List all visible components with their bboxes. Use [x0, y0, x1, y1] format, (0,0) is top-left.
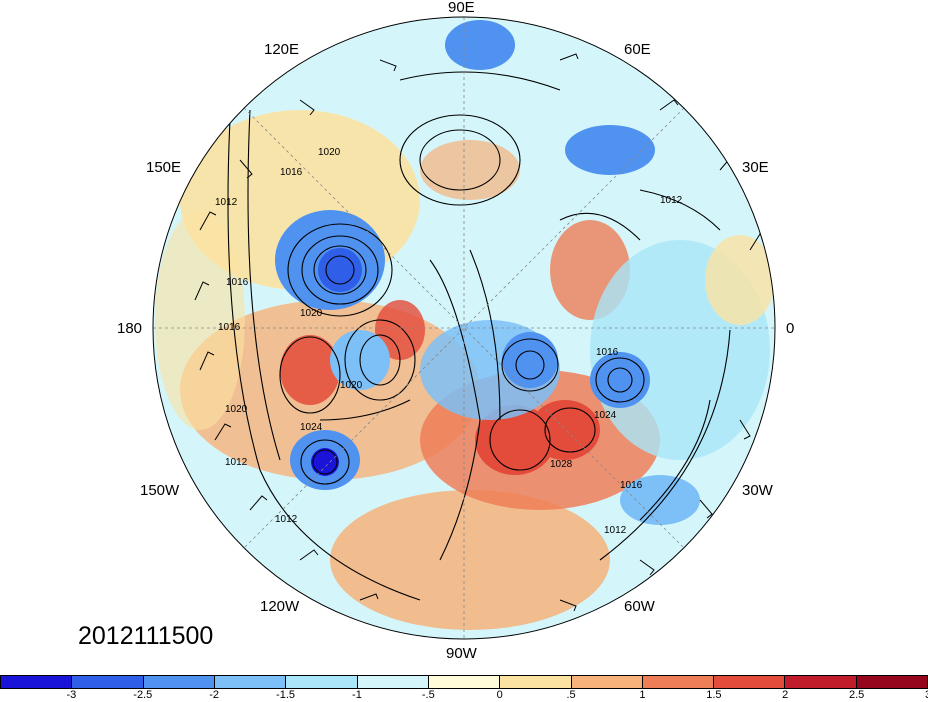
contour-label: 1016 — [620, 480, 643, 491]
longitude-label-120e: 120E — [264, 41, 300, 58]
colorbar-cell — [214, 676, 287, 688]
colorbar-tick-label: -2.5 — [133, 689, 153, 701]
colorbar-tick-label: -3 — [66, 689, 77, 701]
longitude-label-30e: 30E — [742, 159, 769, 176]
colorbar-cell — [642, 676, 715, 688]
date-stamp: 2012111500 — [78, 622, 214, 650]
colorbar-cell — [286, 676, 358, 688]
colorbar-tick-label: -.5 — [421, 689, 435, 701]
colorbar-tick-label: 1 — [639, 689, 646, 701]
colorbar-cell — [856, 676, 928, 688]
colorbar-cell — [785, 676, 857, 688]
longitude-label-0: 0 — [786, 320, 795, 337]
colorbar-tick-label: -1.5 — [276, 689, 296, 701]
contour-label: 1016 — [280, 167, 303, 178]
polar-stereographic-map: 1020 1016 1012 1016 1016 1020 1020 1020 … — [152, 16, 776, 640]
longitude-label-90w: 90W — [446, 645, 477, 662]
longitude-label-60e: 60E — [624, 41, 651, 58]
colorbar-tick-label: 2.5 — [848, 689, 865, 701]
graticule — [153, 17, 775, 639]
colorbar-cell — [500, 676, 572, 688]
longitude-label-180: 180 — [117, 320, 143, 337]
longitude-label-120w: 120W — [260, 598, 300, 615]
map-boundary — [152, 16, 776, 640]
longitude-label-60w: 60W — [624, 598, 655, 615]
colorbar-tick-label: 2 — [782, 689, 789, 701]
colorbar-cell — [72, 676, 144, 688]
contour-label: 1012 — [660, 195, 683, 206]
contour-label: 1016 — [218, 322, 241, 333]
contour-label: 1020 — [340, 380, 363, 391]
colorbar-tick-label: 1.5 — [706, 689, 722, 701]
colorbar-tick-label: -2 — [209, 689, 220, 701]
contour-label: 1024 — [300, 422, 323, 433]
longitude-label-150w: 150W — [140, 482, 180, 499]
contour-label: 1020 — [225, 404, 248, 415]
contour-label: 1012 — [225, 457, 248, 468]
colorbar-cell — [1, 676, 73, 688]
colorbar-tick-label: 0 — [496, 689, 503, 701]
colorbar-cell — [428, 676, 501, 688]
contour-labels: 1020 1016 1012 1016 1016 1020 1020 1020 … — [215, 147, 683, 536]
contour-label: 1012 — [215, 197, 238, 208]
contour-label: 1016 — [596, 347, 619, 358]
isobar-contours — [227, 71, 731, 601]
longitude-label-90e: 90E — [448, 0, 475, 16]
colorbar-cell — [714, 676, 786, 688]
colorbar-cell — [143, 676, 215, 688]
contour-label: 1016 — [226, 277, 249, 288]
colorbar-tick-label: .5 — [566, 689, 576, 701]
colorbar-cell — [357, 676, 429, 688]
colorbar-tick-label: -1 — [352, 689, 362, 701]
contour-label: 1012 — [275, 514, 298, 525]
contour-label: 1028 — [550, 459, 573, 470]
contour-label: 1020 — [300, 308, 323, 319]
colorbar — [0, 675, 928, 689]
contour-label: 1020 — [318, 147, 341, 158]
contour-label: 1012 — [604, 525, 627, 536]
colorbar-tick-label: 3 — [925, 689, 928, 701]
longitude-label-30w: 30W — [742, 482, 773, 499]
contour-label: 1024 — [594, 410, 617, 421]
longitude-label-150e: 150E — [146, 159, 182, 176]
colorbar-cell — [571, 676, 643, 688]
